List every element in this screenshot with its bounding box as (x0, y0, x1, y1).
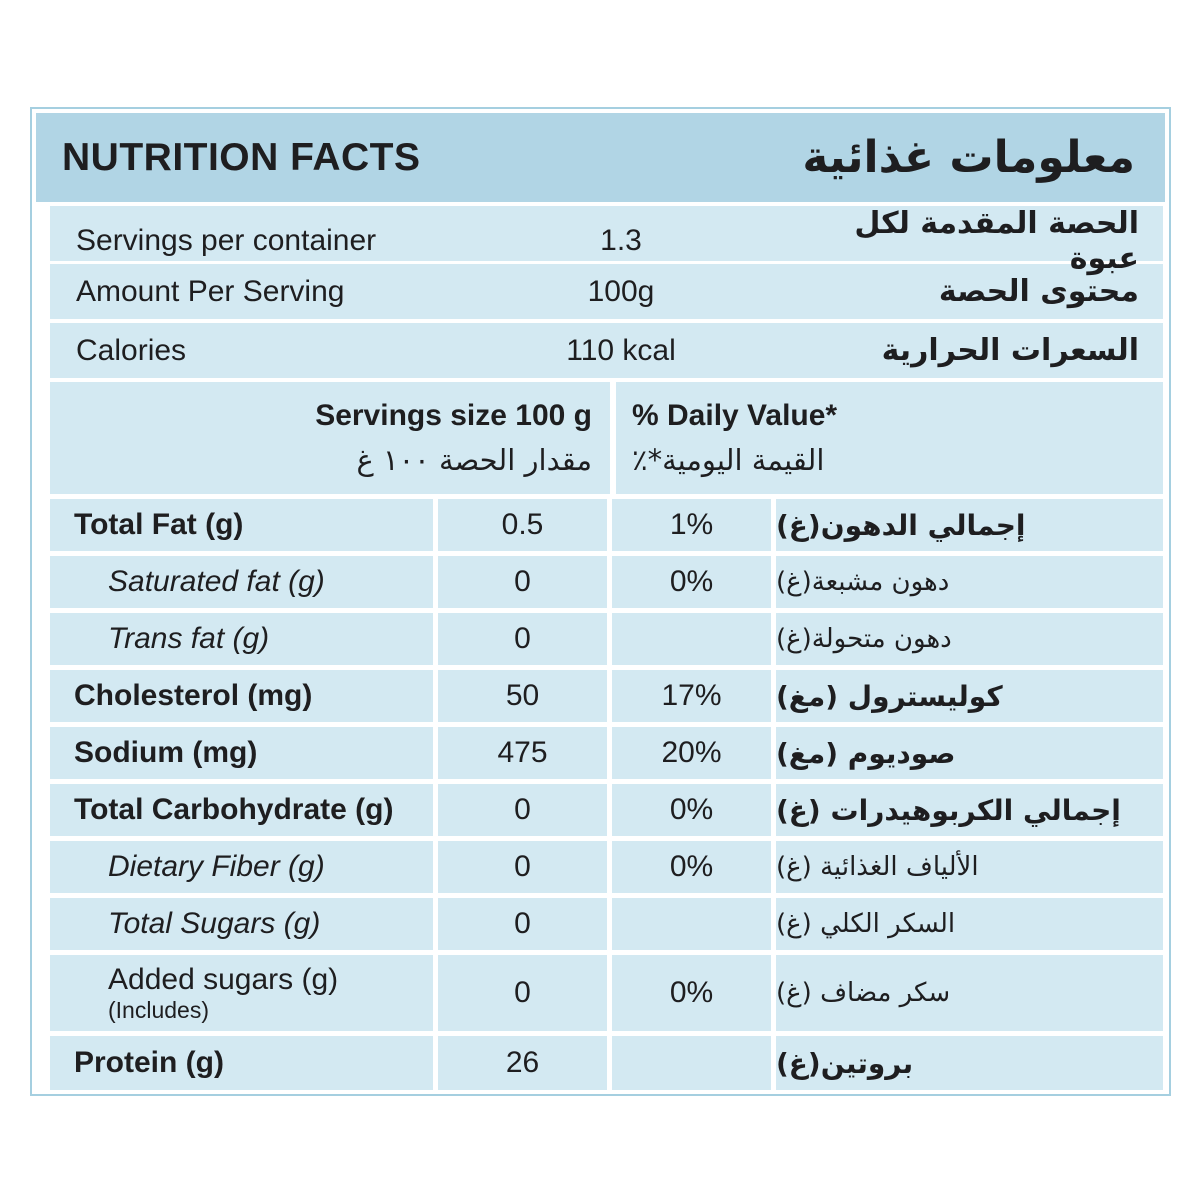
nutrient-amount: 50 (438, 670, 607, 722)
nutrient-amount: 26 (438, 1036, 607, 1090)
nutrient-name-ar: الألياف الغذائية (غ) (776, 841, 1163, 893)
added-sugars-label: Added sugars (g) (108, 963, 339, 996)
row-label-en: Calories (76, 333, 187, 367)
calories-row: Calories 110 kcal السعرات الحرارية (50, 323, 1163, 378)
nutrient-name-en: Trans fat (g) (50, 613, 433, 665)
nutrient-daily-value: 20% (612, 727, 771, 779)
daily-value-ar: القيمة اليومية*٪ (632, 443, 825, 477)
table-row-dietary-fiber: Dietary Fiber (g) 0 0% الألياف الغذائية … (50, 841, 1163, 893)
serving-size-en: Servings size 100 g (315, 399, 592, 432)
column-header-row: Servings size 100 g مقدار الحصة ١٠٠ غ % … (50, 382, 1163, 494)
nutrient-name-en: Total Carbohydrate (g) (50, 784, 433, 836)
table-row-trans-fat: Trans fat (g) 0 دهون متحولة(غ) (50, 613, 1163, 665)
table-row-protein: Protein (g) 26 بروتين(غ) (50, 1036, 1163, 1090)
nutrient-name-en: Saturated fat (g) (50, 556, 433, 608)
table-row-saturated-fat: Saturated fat (g) 0 0% دهون مشبعة(غ) (50, 556, 1163, 608)
servings-per-container-row: Servings per container 1.3 الحصة المقدمة… (50, 206, 1163, 276)
table-row-total-sugars: Total Sugars (g) 0 السكر الكلي (غ) (50, 898, 1163, 950)
nutrient-daily-value: 17% (612, 670, 771, 722)
row-label-ar: محتوى الحصة (938, 274, 1139, 309)
amount-per-serving-row: Amount Per Serving 100g محتوى الحصة (50, 264, 1163, 319)
daily-value-en: % Daily Value* (632, 399, 838, 432)
nutrient-name-en: Total Sugars (g) (50, 898, 433, 950)
daily-value-header-cell: % Daily Value* القيمة اليومية*٪ (616, 382, 1163, 494)
nutrient-amount: 0 (438, 898, 607, 950)
nutrient-amount: 0 (438, 613, 607, 665)
nutrient-name-en: Added sugars (g) (Includes) (50, 955, 433, 1031)
row-label-en: Servings per container (76, 224, 377, 257)
table-body: Servings per container 1.3 الحصة المقدمة… (50, 206, 1163, 1090)
row-label-ar: الحصة المقدمة لكل عبوة (854, 206, 1139, 276)
nutrient-name-ar: دهون متحولة(غ) (776, 613, 1163, 665)
nutrient-daily-value: 1% (612, 499, 771, 551)
serving-size-ar: مقدار الحصة ١٠٠ غ (356, 443, 593, 477)
title-arabic: معلومات غذائية (802, 132, 1135, 183)
nutrient-name-ar: سكر مضاف (غ) (776, 955, 1163, 1031)
nutrient-amount: 0 (438, 955, 607, 1031)
nutrient-daily-value (612, 613, 771, 665)
row-value: 1.3 (600, 224, 642, 257)
title-english: NUTRITION FACTS (62, 135, 421, 179)
row-label-ar: السعرات الحرارية (881, 333, 1139, 368)
nutrient-name-en: Protein (g) (50, 1036, 433, 1090)
nutrient-name-ar: السكر الكلي (غ) (776, 898, 1163, 950)
serving-size-header-cell: Servings size 100 g مقدار الحصة ١٠٠ غ (50, 382, 610, 494)
nutrient-name-ar: إجمالي الدهون(غ) (776, 499, 1163, 551)
table-row-cholesterol: Cholesterol (mg) 50 17% كوليسترول (مغ) (50, 670, 1163, 722)
row-value: 100g (587, 274, 655, 308)
nutrient-amount: 0 (438, 841, 607, 893)
row-label-en: Amount Per Serving (76, 274, 345, 308)
nutrient-amount: 0 (438, 556, 607, 608)
table-row-total-fat: Total Fat (g) 0.5 1% إجمالي الدهون(غ) (50, 499, 1163, 551)
nutrient-daily-value (612, 898, 771, 950)
nutrition-facts-table: NUTRITION FACTS معلومات غذائية Servings … (30, 107, 1171, 1096)
nutrient-name-ar: إجمالي الكربوهيدرات (غ) (776, 784, 1163, 836)
nutrient-amount: 0.5 (438, 499, 607, 551)
row-value: 110 kcal (566, 333, 676, 367)
nutrient-name-ar: كوليسترول (مغ) (776, 670, 1163, 722)
table-row-added-sugars: Added sugars (g) (Includes) 0 0% سكر مضا… (50, 955, 1163, 1031)
nutrient-daily-value (612, 1036, 771, 1090)
nutrient-name-ar: صوديوم (مغ) (776, 727, 1163, 779)
added-sugars-note: (Includes) (108, 997, 209, 1023)
nutrient-name-ar: بروتين(غ) (776, 1036, 1163, 1090)
nutrient-daily-value: 0% (612, 784, 771, 836)
nutrient-amount: 475 (438, 727, 607, 779)
nutrient-daily-value: 0% (612, 955, 771, 1031)
table-header-band: NUTRITION FACTS معلومات غذائية (36, 113, 1165, 202)
nutrient-name-en: Total Fat (g) (50, 499, 433, 551)
nutrient-daily-value: 0% (612, 556, 771, 608)
table-row-sodium: Sodium (mg) 475 20% صوديوم (مغ) (50, 727, 1163, 779)
nutrient-name-en: Dietary Fiber (g) (50, 841, 433, 893)
nutrient-amount: 0 (438, 784, 607, 836)
table-row-total-carbohydrate: Total Carbohydrate (g) 0 0% إجمالي الكرب… (50, 784, 1163, 836)
nutrient-daily-value: 0% (612, 841, 771, 893)
nutrient-name-ar: دهون مشبعة(غ) (776, 556, 1163, 608)
nutrient-name-en: Sodium (mg) (50, 727, 433, 779)
nutrient-name-en: Cholesterol (mg) (50, 670, 433, 722)
